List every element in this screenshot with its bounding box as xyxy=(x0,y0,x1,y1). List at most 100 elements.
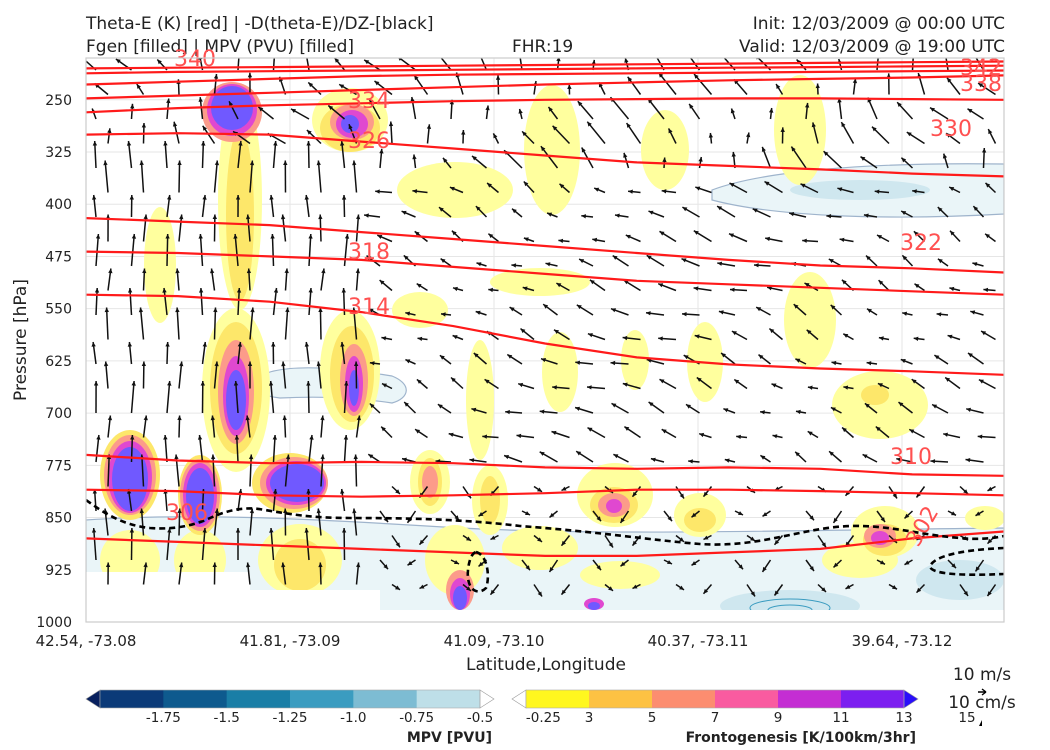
vector-head xyxy=(987,538,993,544)
chart-title-line2: Fgen [filled] | MPV (PVU) [filled] xyxy=(86,37,355,57)
vector-head xyxy=(864,403,870,408)
vector-shaft xyxy=(92,527,97,561)
vector-head xyxy=(587,121,592,127)
vector-head xyxy=(128,288,133,293)
vector-shaft xyxy=(249,508,254,536)
vector-head xyxy=(943,432,948,437)
vector-head xyxy=(650,457,656,462)
vector-head xyxy=(414,231,420,236)
vector-head xyxy=(334,58,340,63)
vector-head xyxy=(975,566,980,572)
vector-head xyxy=(92,489,97,494)
vector-head xyxy=(473,353,479,358)
vector-head xyxy=(765,236,770,242)
vector-head xyxy=(842,427,847,433)
vector-head xyxy=(249,160,255,166)
vector-head xyxy=(587,385,592,390)
vector-head xyxy=(688,459,693,464)
vector-head xyxy=(659,379,665,384)
vector-head xyxy=(179,562,184,568)
vector-head xyxy=(843,333,849,338)
vector-head xyxy=(545,262,551,267)
vector-shaft xyxy=(284,454,290,487)
vector-head xyxy=(306,141,311,146)
vector-head xyxy=(611,403,617,408)
plot-frame xyxy=(85,57,1005,623)
vector-head xyxy=(718,310,724,315)
vector-head xyxy=(693,230,699,235)
vector-head xyxy=(624,426,630,431)
x-tick-label: 41.81, -73.09 xyxy=(240,632,341,650)
y-tick-label: 550 xyxy=(45,302,72,318)
vector-head xyxy=(237,342,242,347)
fgen-blob xyxy=(422,466,438,498)
vector-shaft xyxy=(212,454,216,487)
vector-head xyxy=(620,518,625,523)
vector-head xyxy=(213,307,218,313)
vector-head xyxy=(412,189,418,194)
fgen-colorbar-swatch xyxy=(715,690,779,708)
vector-head xyxy=(234,435,240,440)
vector-head xyxy=(461,130,466,135)
vector-shaft xyxy=(198,434,204,463)
vector-head xyxy=(756,307,762,312)
vector-head xyxy=(320,415,325,421)
vector-head xyxy=(212,214,217,219)
fgen-colorbar-swatch xyxy=(841,690,905,708)
vector-head xyxy=(238,141,243,146)
vector-head xyxy=(752,208,758,213)
mpv-core xyxy=(916,560,1004,600)
vector-head xyxy=(518,382,524,388)
vector-shaft xyxy=(308,287,312,316)
vector-head xyxy=(507,354,513,359)
vector-shaft xyxy=(164,434,168,463)
y-tick-label: 925 xyxy=(45,563,72,579)
vector-head xyxy=(167,381,172,386)
vector-head xyxy=(165,342,170,347)
vector-head xyxy=(987,486,993,491)
vector-shaft xyxy=(140,160,145,193)
vector-head xyxy=(682,312,687,317)
vector-head xyxy=(273,288,279,293)
vector-head xyxy=(841,122,846,128)
vector-head xyxy=(977,434,983,439)
mpv-colorbar-swatch xyxy=(100,690,164,708)
vector-shaft xyxy=(139,307,145,340)
vector-head xyxy=(398,58,402,61)
vector-head xyxy=(667,560,672,564)
vector-head xyxy=(877,235,882,240)
vector-shaft xyxy=(213,508,219,536)
vector-head xyxy=(172,121,178,127)
vector-head xyxy=(103,361,109,367)
vector-head xyxy=(648,210,654,215)
vector-head xyxy=(136,84,141,89)
vector-head xyxy=(679,493,684,499)
vector-head xyxy=(686,404,691,409)
vector-head xyxy=(304,342,309,347)
vector-head xyxy=(104,307,109,313)
vector-head xyxy=(982,148,987,153)
vector-head xyxy=(235,195,241,200)
fgen-blob xyxy=(684,508,716,532)
vector-head xyxy=(841,279,847,285)
vector-head xyxy=(837,187,843,192)
vector-head xyxy=(774,590,779,596)
vector-head xyxy=(352,508,357,514)
vector-head xyxy=(139,508,144,514)
vector-head xyxy=(214,361,219,367)
vector-head xyxy=(375,189,380,194)
vector-head xyxy=(537,487,542,492)
vector-head xyxy=(696,377,702,382)
vector-head xyxy=(258,106,264,112)
vector-head xyxy=(802,238,807,243)
mpv-colorbar-extend-low xyxy=(85,689,101,709)
vector-head xyxy=(852,78,858,84)
vector-shaft xyxy=(95,233,100,267)
vector-head xyxy=(734,379,740,384)
vector-head xyxy=(901,157,907,163)
vector-head xyxy=(611,308,616,313)
vector-shaft xyxy=(213,307,217,340)
vector-shaft xyxy=(519,58,523,71)
fgen-blob xyxy=(274,539,326,591)
vector-head xyxy=(654,52,658,57)
